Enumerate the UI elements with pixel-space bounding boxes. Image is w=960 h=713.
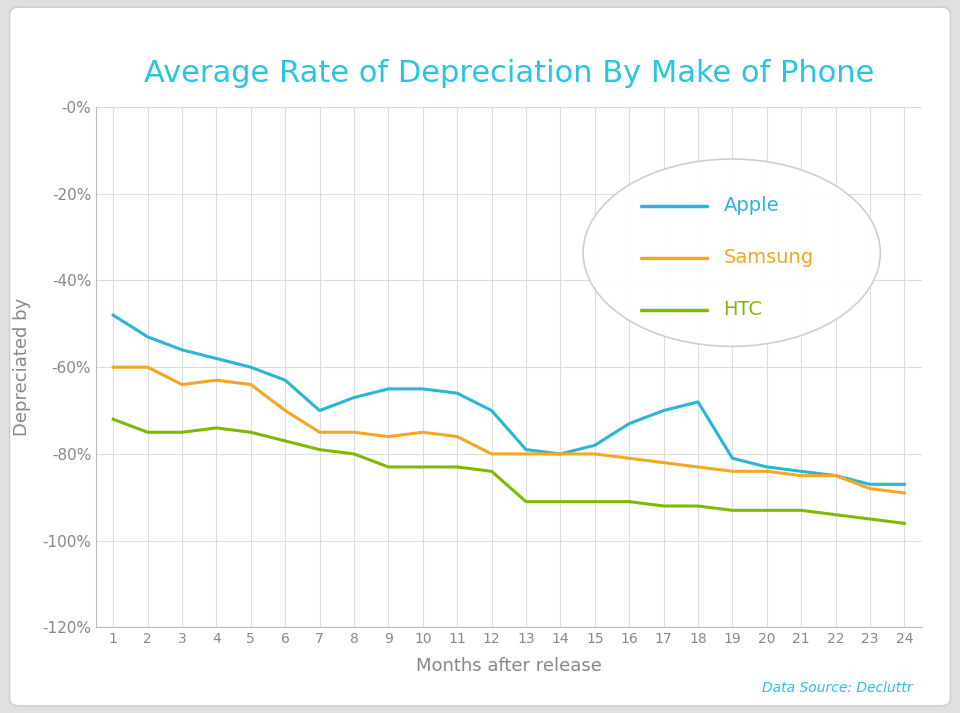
Y-axis label: Depreciated by: Depreciated by <box>13 298 31 436</box>
Text: Data Source: Decluttr: Data Source: Decluttr <box>761 681 912 695</box>
Title: Average Rate of Depreciation By Make of Phone: Average Rate of Depreciation By Make of … <box>144 59 874 88</box>
Text: HTC: HTC <box>724 300 762 319</box>
Text: Samsung: Samsung <box>724 248 813 267</box>
Text: Apple: Apple <box>724 196 780 215</box>
Circle shape <box>583 159 880 347</box>
X-axis label: Months after release: Months after release <box>416 657 602 675</box>
